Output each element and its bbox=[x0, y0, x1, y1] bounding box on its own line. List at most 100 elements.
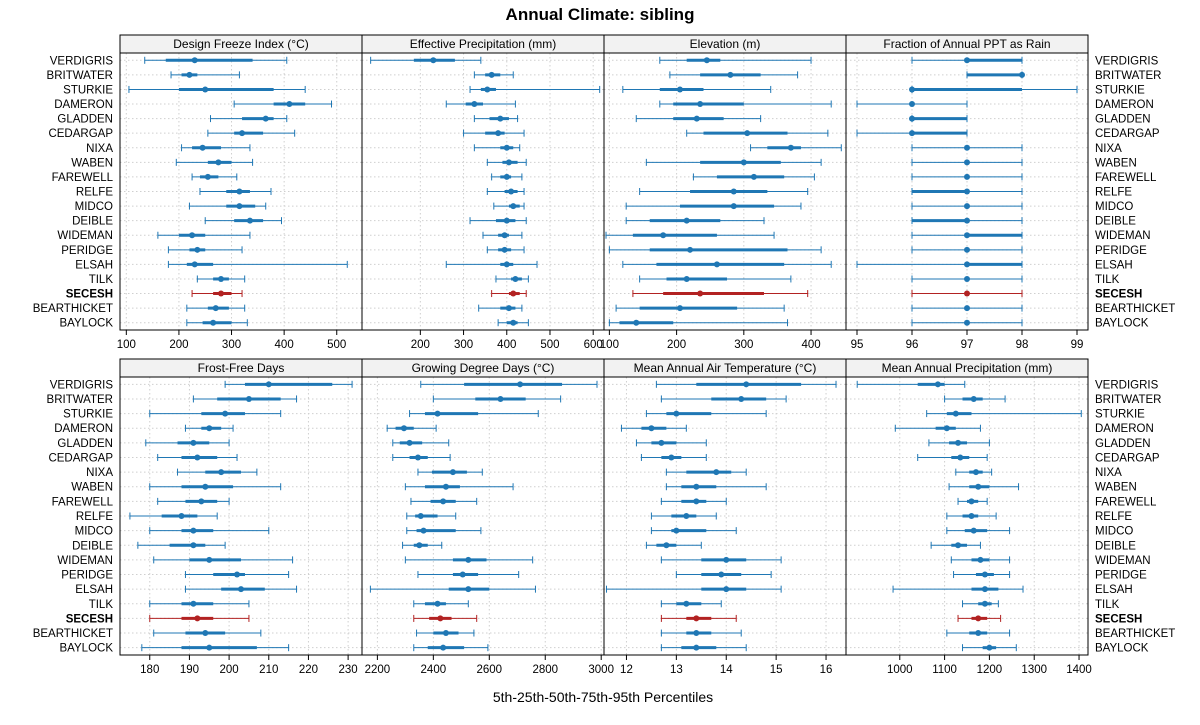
median-point bbox=[501, 232, 508, 239]
site-label-left: SECESH bbox=[66, 613, 113, 625]
marker-cedargap bbox=[463, 129, 525, 137]
site-label-left: ELSAH bbox=[75, 584, 113, 596]
median-point bbox=[420, 527, 427, 534]
median-point bbox=[210, 319, 217, 326]
marker-gladden bbox=[635, 439, 707, 447]
marker-midco bbox=[493, 202, 525, 210]
marker-bearthicket bbox=[153, 629, 262, 637]
site-label-left: VERDIGRIS bbox=[50, 55, 114, 67]
marker-baylock bbox=[911, 319, 1023, 327]
site-label-left: TILK bbox=[89, 274, 114, 286]
median-point bbox=[510, 319, 517, 326]
median-point bbox=[964, 217, 970, 224]
median-point bbox=[517, 381, 524, 388]
marker-cedargap bbox=[392, 453, 451, 461]
marker-relfe bbox=[911, 188, 1023, 195]
site-label-left: SECESH bbox=[66, 289, 113, 301]
marker-cedargap bbox=[157, 453, 238, 461]
median-point bbox=[975, 630, 982, 637]
marker-midco bbox=[946, 527, 1011, 535]
median-point bbox=[218, 290, 225, 297]
marker-nixa bbox=[955, 468, 993, 476]
median-point bbox=[194, 454, 201, 461]
median-point bbox=[693, 483, 700, 490]
site-label-right: BEARTHICKET bbox=[1095, 303, 1175, 315]
site-label-left: NIXA bbox=[86, 143, 113, 155]
median-point bbox=[975, 615, 982, 622]
median-point bbox=[693, 615, 700, 622]
panel-mean-annual-precipitation-mm: Mean Annual Precipitation (mm) 1000 1100 12… bbox=[845, 358, 1092, 676]
site-label-left: WABEN bbox=[71, 157, 113, 169]
site-label-right: BRITWATER bbox=[1095, 394, 1161, 406]
site-label-right: SECESH bbox=[1095, 613, 1142, 625]
marker-secesh bbox=[957, 614, 1002, 622]
marker-wideman bbox=[911, 231, 1023, 239]
x-tick-label: 1000 bbox=[887, 664, 913, 676]
x-tick-label: 2400 bbox=[421, 664, 447, 676]
marker-tilk bbox=[962, 600, 999, 608]
median-point bbox=[465, 586, 472, 593]
x-tick-label: 3000 bbox=[588, 664, 614, 676]
x-tick-label: 400 bbox=[801, 339, 820, 351]
x-tick-label: 300 bbox=[454, 339, 473, 351]
marker-secesh bbox=[413, 614, 478, 622]
marker-relfe bbox=[406, 512, 457, 520]
marker-verdigris bbox=[420, 380, 598, 388]
median-point bbox=[981, 586, 988, 593]
marker-sturkie bbox=[645, 410, 767, 418]
median-point bbox=[723, 586, 730, 593]
site-label-left: PERIDGE bbox=[61, 570, 113, 582]
marker-gladden bbox=[392, 439, 450, 447]
site-label-left: MIDCO bbox=[75, 526, 113, 538]
marker-britwater bbox=[432, 395, 562, 403]
median-point bbox=[658, 439, 665, 446]
marker-waben bbox=[404, 483, 514, 491]
marker-bearthicket bbox=[478, 304, 523, 312]
median-point bbox=[970, 527, 977, 534]
marker-britwater bbox=[473, 71, 514, 79]
median-point bbox=[964, 261, 970, 268]
chart-title: Annual Climate: sibling bbox=[506, 5, 695, 24]
marker-dameron bbox=[894, 424, 981, 432]
median-point bbox=[673, 410, 680, 417]
site-label-right: PERIDGE bbox=[1095, 245, 1147, 257]
marker-britwater bbox=[660, 395, 787, 403]
panel-title: Frost-Free Days bbox=[198, 361, 285, 375]
marker-dameron bbox=[659, 100, 832, 108]
marker-tilk bbox=[413, 600, 469, 608]
median-point bbox=[693, 630, 700, 637]
x-tick-label: 99 bbox=[1071, 339, 1084, 351]
x-axis-label: 5th-25th-50th-75th-95th Percentiles bbox=[493, 689, 713, 705]
marker-relfe bbox=[946, 512, 997, 520]
marker-midco bbox=[650, 527, 737, 535]
median-point bbox=[190, 439, 197, 446]
median-point bbox=[740, 159, 747, 166]
site-label-right: TILK bbox=[1095, 274, 1120, 286]
marker-peridge bbox=[486, 246, 525, 254]
marker-verdigris bbox=[370, 56, 482, 64]
marker-baylock bbox=[141, 644, 290, 652]
marker-britwater bbox=[966, 71, 1025, 79]
x-tick-label: 16 bbox=[820, 664, 833, 676]
x-tick-label: 97 bbox=[961, 339, 974, 351]
marker-midco bbox=[149, 527, 270, 535]
median-point bbox=[234, 571, 241, 578]
median-point bbox=[972, 469, 979, 476]
median-point bbox=[633, 319, 640, 326]
marker-baylock bbox=[413, 644, 489, 652]
panel-title: Growing Degree Days (°C) bbox=[412, 361, 555, 375]
site-label-right: CEDARGAP bbox=[1095, 452, 1160, 464]
median-point bbox=[697, 101, 704, 108]
marker-sturkie bbox=[149, 410, 282, 418]
median-point bbox=[787, 144, 794, 151]
marker-farewell bbox=[957, 497, 988, 505]
median-point bbox=[687, 246, 694, 253]
median-point bbox=[190, 542, 197, 549]
median-point bbox=[186, 71, 193, 78]
marker-bearthicket bbox=[615, 304, 785, 312]
panel-elevation-m: Elevation (m) 100 200 300 400 bbox=[600, 34, 847, 351]
marker-deible bbox=[911, 217, 1023, 225]
site-label-right: WABEN bbox=[1095, 157, 1137, 169]
marker-britwater bbox=[192, 395, 298, 403]
marker-secesh bbox=[632, 290, 809, 298]
